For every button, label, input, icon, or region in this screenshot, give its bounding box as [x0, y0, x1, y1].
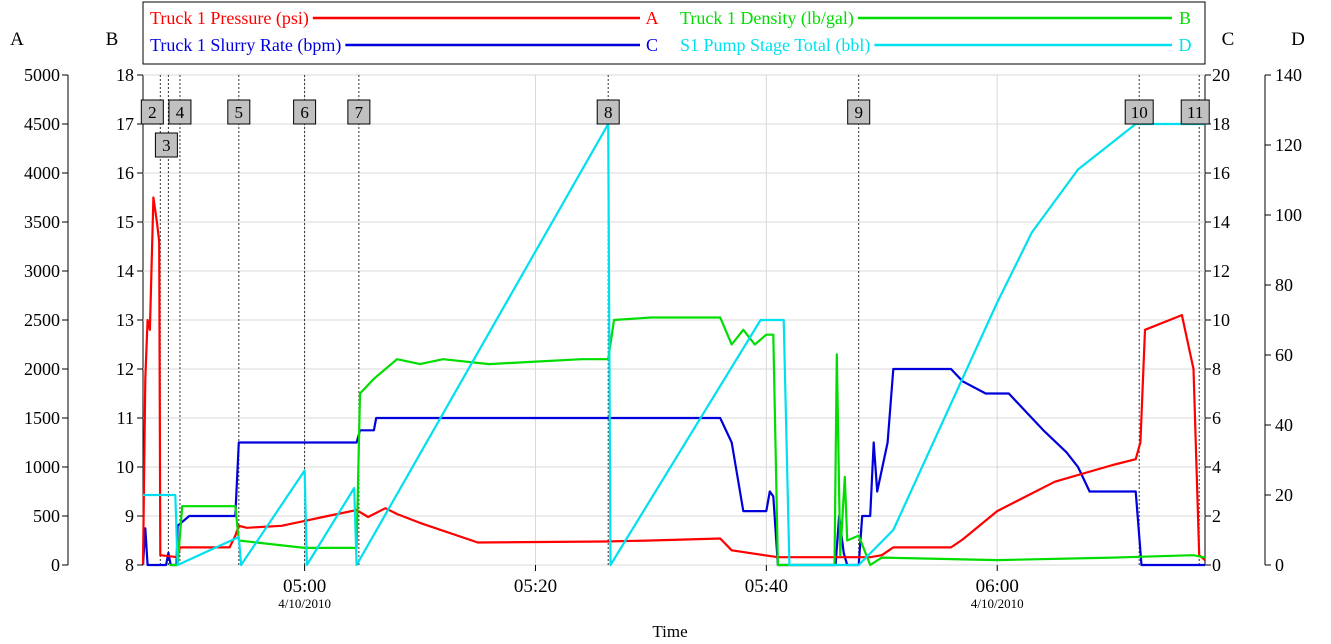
axis-title: D [1291, 29, 1305, 50]
stage-box [168, 99, 192, 125]
tick-label: 0 [1275, 555, 1284, 575]
tick-label: 2000 [24, 359, 60, 379]
stage-box [347, 99, 371, 125]
stage-label: 3 [162, 136, 171, 155]
x-tick-label: 05:20 [514, 576, 557, 597]
tick-label: 16 [116, 163, 134, 183]
tick-label: 3500 [24, 212, 60, 232]
stage-box [154, 132, 178, 158]
axes: A050010001500200025003000350040004500500… [10, 29, 1305, 611]
x-tick-date: 4/10/2010 [278, 596, 331, 611]
tick-label: 60 [1275, 345, 1293, 365]
x-tick-label: 05:40 [745, 576, 788, 597]
tick-label: 2500 [24, 310, 60, 330]
tick-label: 120 [1275, 135, 1302, 155]
tick-label: 12 [116, 359, 134, 379]
tick-label: 16 [1212, 163, 1230, 183]
tick-label: 3000 [24, 261, 60, 281]
legend-entry-label: Truck 1 Slurry Rate (bpm) [150, 35, 341, 56]
tick-label: 14 [1212, 212, 1230, 232]
tick-label: 1500 [24, 408, 60, 428]
axis-title: A [10, 29, 24, 50]
tick-label: 4000 [24, 163, 60, 183]
series-line [143, 122, 1205, 567]
tick-label: 1000 [24, 457, 60, 477]
tick-label: 140 [1275, 65, 1302, 85]
x-axis-label: Time [652, 622, 687, 641]
tick-label: 20 [1275, 485, 1293, 505]
tick-label: 40 [1275, 415, 1293, 435]
stage-label: 11 [1187, 103, 1203, 122]
tick-label: 20 [1212, 65, 1230, 85]
stage-label: 7 [355, 103, 364, 122]
stage-label: 10 [1131, 103, 1148, 122]
tick-label: 9 [125, 506, 134, 526]
x-tick-label: 06:00 [976, 576, 1019, 597]
x-tick-label: 05:00 [283, 576, 326, 597]
tick-label: 13 [116, 310, 134, 330]
legend-axis-id: D [1179, 35, 1192, 55]
stage-box [140, 99, 164, 125]
tick-label: 0 [51, 555, 60, 575]
tick-label: 10 [1212, 310, 1230, 330]
tick-label: 4 [1212, 457, 1221, 477]
tick-label: 8 [1212, 359, 1221, 379]
stage-box [596, 99, 620, 125]
tick-label: 10 [116, 457, 134, 477]
tick-label: 500 [33, 506, 60, 526]
series [141, 122, 1206, 567]
tick-label: 5000 [24, 65, 60, 85]
tick-label: 6 [1212, 408, 1221, 428]
tick-label: 11 [117, 408, 134, 428]
legend-entry-label: S1 Pump Stage Total (bbl) [680, 35, 870, 56]
legend-entry-label: Truck 1 Density (lb/gal) [680, 8, 854, 29]
legend-entry-label: Truck 1 Pressure (psi) [150, 8, 309, 29]
tick-label: 15 [116, 212, 134, 232]
tick-label: 4500 [24, 114, 60, 134]
axis-title: C [1222, 29, 1235, 50]
stage-label: 9 [854, 103, 863, 122]
legend-axis-id: A [646, 8, 659, 28]
stage-label: 4 [176, 103, 185, 122]
tick-label: 2 [1212, 506, 1221, 526]
stage-label: 8 [604, 103, 613, 122]
legend: Truck 1 Pressure (psi) A Truck 1 Density (… [142, 1, 1206, 65]
stage-label: 6 [300, 103, 309, 122]
stage-box [293, 99, 317, 125]
stage-box [1124, 99, 1154, 125]
stage-labels: 234 5 6 7 8 9 10 11 [140, 99, 1210, 158]
tick-label: 18 [116, 65, 134, 85]
axis-title: B [106, 29, 119, 50]
tick-label: 8 [125, 555, 134, 575]
legend-axis-id: B [1179, 8, 1191, 28]
stage-box [1180, 99, 1210, 125]
stage-box [227, 99, 251, 125]
tick-label: 14 [116, 261, 134, 281]
tick-label: 0 [1212, 555, 1221, 575]
legend-axis-id: C [646, 35, 658, 55]
tick-label: 80 [1275, 275, 1293, 295]
stage-label: 2 [148, 103, 157, 122]
tick-label: 100 [1275, 205, 1302, 225]
legend-box [142, 1, 1206, 65]
grid [143, 74, 1205, 566]
tick-label: 12 [1212, 261, 1230, 281]
tick-label: 17 [116, 114, 134, 134]
stage-box [847, 99, 871, 125]
stage-label: 5 [235, 103, 244, 122]
series-line [141, 196, 1206, 566]
x-tick-date: 4/10/2010 [971, 596, 1024, 611]
tick-label: 18 [1212, 114, 1230, 134]
